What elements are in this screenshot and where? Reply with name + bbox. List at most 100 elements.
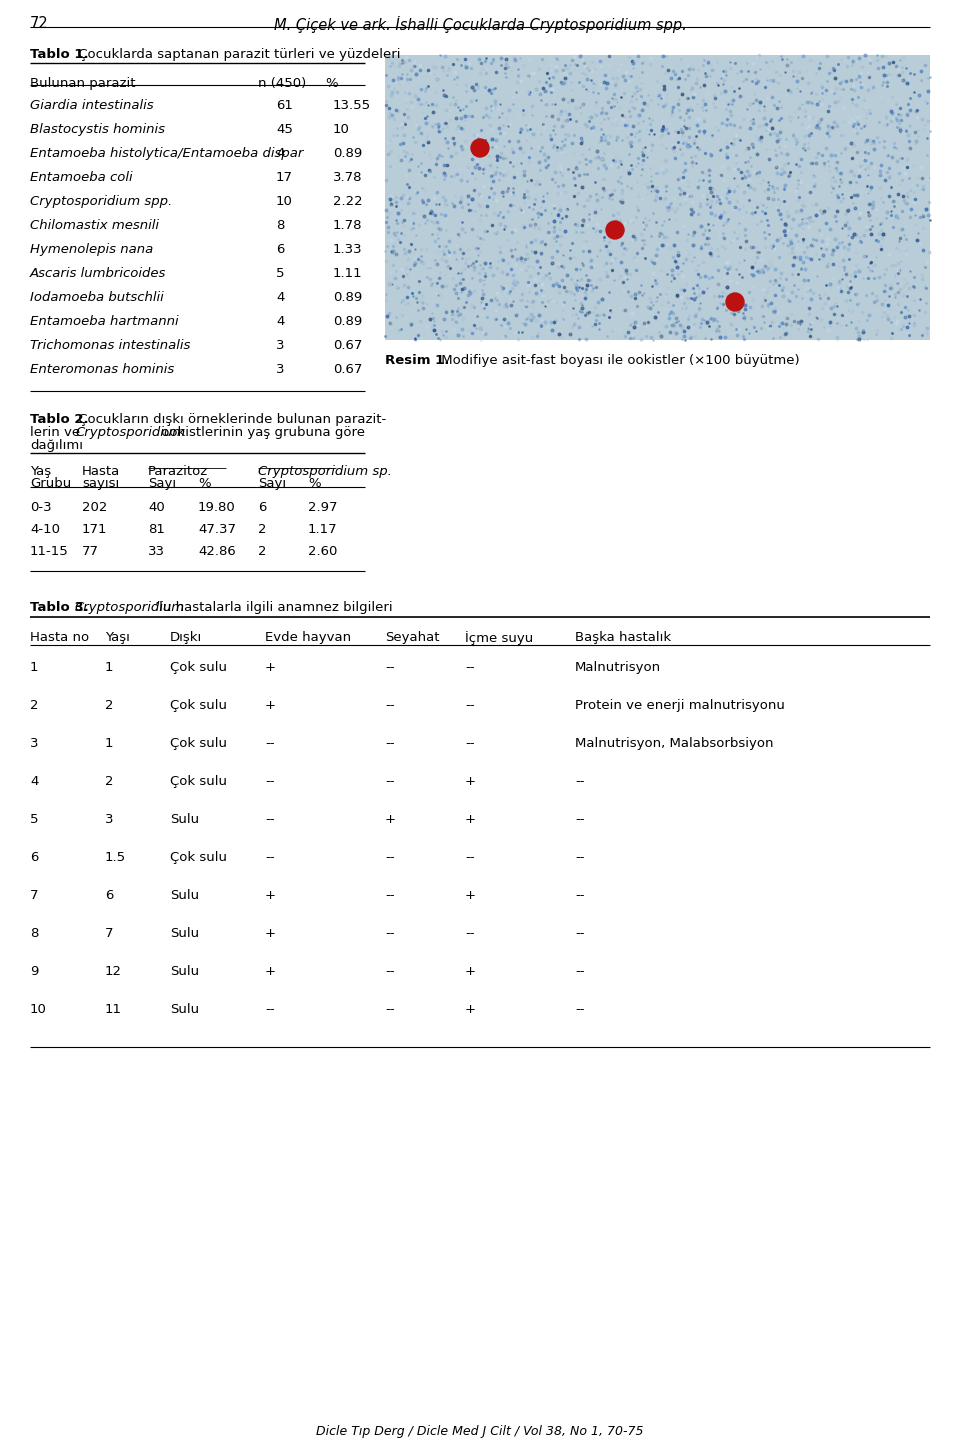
Point — [644, 251, 660, 274]
Point — [779, 127, 794, 150]
Point — [692, 192, 708, 215]
Point — [605, 249, 620, 272]
Point — [861, 203, 876, 226]
Point — [874, 219, 889, 242]
Point — [629, 294, 644, 317]
Point — [613, 233, 629, 256]
Point — [618, 277, 634, 300]
Point — [509, 231, 524, 254]
Point — [844, 275, 859, 298]
Point — [803, 313, 818, 336]
Point — [646, 122, 661, 146]
Point — [473, 120, 489, 143]
Point — [920, 143, 935, 166]
Point — [528, 308, 543, 331]
Point — [701, 218, 716, 241]
Point — [849, 68, 864, 91]
Point — [778, 153, 793, 176]
Point — [919, 317, 934, 340]
Point — [813, 308, 828, 331]
Point — [680, 287, 695, 310]
Point — [588, 275, 604, 298]
Point — [676, 215, 691, 238]
Point — [848, 130, 863, 153]
Point — [672, 105, 687, 128]
Point — [396, 140, 411, 163]
Point — [575, 213, 590, 236]
Text: Cryptosporidium sp.: Cryptosporidium sp. — [258, 465, 392, 478]
Point — [575, 195, 590, 218]
Point — [703, 189, 718, 212]
Point — [542, 267, 558, 290]
Point — [675, 265, 690, 288]
Point — [695, 307, 710, 330]
Point — [889, 92, 904, 115]
Point — [493, 163, 509, 186]
Point — [866, 131, 881, 154]
Text: 11: 11 — [105, 1003, 122, 1016]
Point — [823, 167, 838, 190]
Point — [664, 314, 680, 337]
Point — [419, 236, 434, 259]
Point — [749, 196, 764, 219]
Point — [566, 45, 582, 68]
Point — [426, 318, 442, 342]
Point — [450, 115, 466, 138]
Point — [744, 202, 759, 225]
Point — [727, 157, 742, 180]
Point — [462, 104, 477, 127]
Point — [831, 269, 847, 293]
Point — [684, 78, 699, 101]
Point — [787, 125, 803, 148]
Point — [907, 265, 923, 288]
Text: %: % — [325, 76, 338, 89]
Point — [792, 213, 807, 236]
Point — [856, 219, 872, 242]
Point — [820, 150, 835, 173]
Point — [918, 291, 933, 314]
Point — [876, 222, 891, 245]
Point — [554, 72, 569, 95]
Point — [900, 68, 916, 91]
Point — [783, 313, 799, 336]
Point — [801, 268, 816, 291]
Point — [637, 246, 653, 269]
Point — [698, 98, 713, 121]
Point — [600, 107, 615, 130]
Point — [684, 249, 700, 272]
Point — [759, 281, 775, 304]
Point — [381, 272, 396, 295]
Point — [815, 295, 830, 318]
Point — [837, 213, 852, 236]
Point — [681, 291, 696, 314]
Point — [715, 220, 731, 244]
Point — [398, 163, 414, 186]
Point — [893, 238, 908, 261]
Point — [539, 316, 554, 339]
Point — [380, 75, 396, 98]
Point — [726, 89, 741, 112]
Point — [525, 305, 540, 329]
Point — [715, 72, 731, 95]
Point — [588, 58, 603, 81]
Text: Bulunan parazit: Bulunan parazit — [30, 76, 135, 89]
Point — [660, 199, 676, 222]
Point — [466, 179, 481, 202]
Point — [543, 81, 559, 104]
Point — [655, 213, 670, 236]
Point — [403, 210, 419, 233]
Point — [442, 244, 457, 267]
Point — [921, 203, 936, 226]
Point — [588, 183, 604, 206]
Point — [789, 176, 804, 199]
Point — [907, 203, 923, 226]
Point — [556, 298, 571, 321]
Point — [715, 169, 731, 192]
Point — [835, 255, 851, 278]
Point — [857, 97, 873, 120]
Point — [516, 53, 532, 76]
Point — [827, 66, 842, 89]
Point — [579, 163, 594, 186]
Point — [550, 182, 565, 205]
Text: 40: 40 — [148, 501, 165, 514]
